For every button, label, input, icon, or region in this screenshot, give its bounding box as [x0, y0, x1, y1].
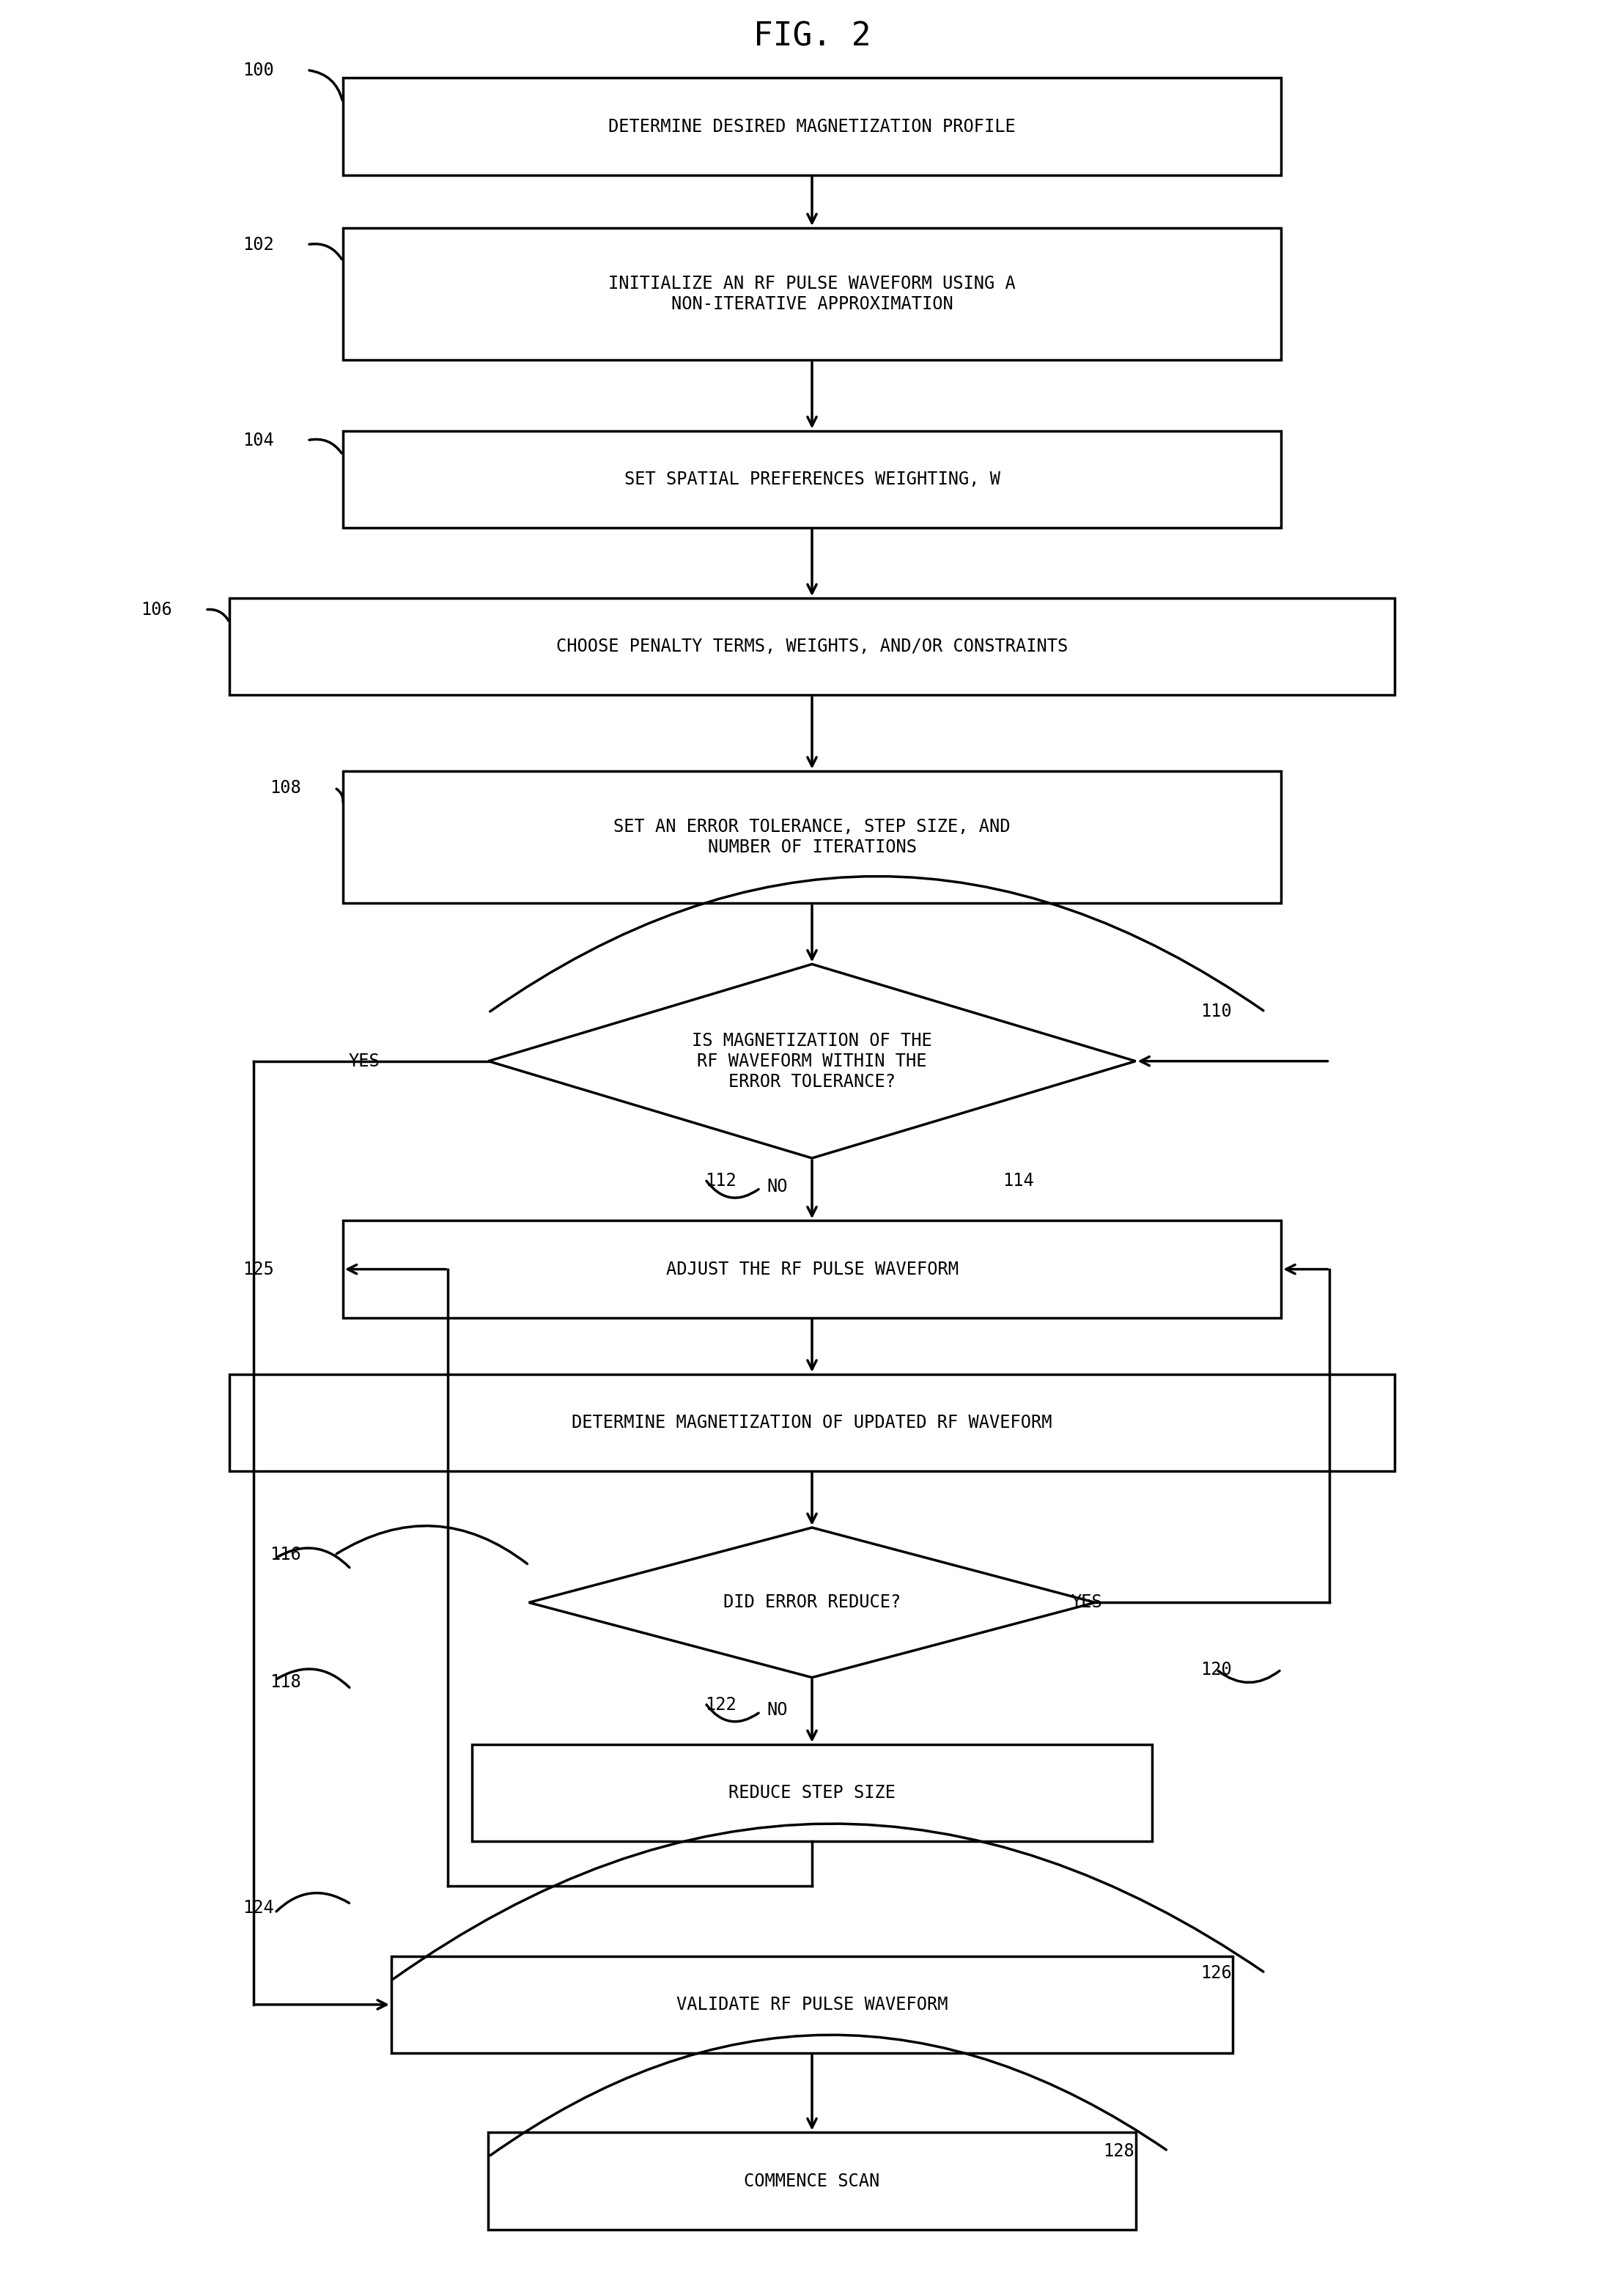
- Text: FIG. 2: FIG. 2: [754, 21, 870, 52]
- Text: YES: YES: [1070, 1594, 1103, 1610]
- Text: 116: 116: [270, 1547, 302, 1565]
- FancyBboxPatch shape: [489, 2133, 1135, 2229]
- Text: CHOOSE PENALTY TERMS, WEIGHTS, AND/OR CONSTRAINTS: CHOOSE PENALTY TERMS, WEIGHTS, AND/OR CO…: [555, 639, 1069, 655]
- FancyBboxPatch shape: [343, 1220, 1281, 1318]
- Text: 124: 124: [242, 1898, 274, 1916]
- Text: YES: YES: [349, 1052, 380, 1070]
- Text: 125: 125: [242, 1261, 274, 1277]
- Text: 100: 100: [242, 62, 274, 80]
- Text: 126: 126: [1200, 1964, 1231, 1982]
- FancyBboxPatch shape: [473, 1745, 1151, 1841]
- FancyBboxPatch shape: [343, 771, 1281, 903]
- Text: 110: 110: [1200, 1004, 1231, 1020]
- Text: 112: 112: [705, 1172, 737, 1191]
- FancyBboxPatch shape: [343, 228, 1281, 360]
- Text: 128: 128: [1103, 2142, 1135, 2160]
- Text: 118: 118: [270, 1672, 302, 1690]
- Polygon shape: [489, 965, 1135, 1159]
- Text: DID ERROR REDUCE?: DID ERROR REDUCE?: [723, 1594, 901, 1610]
- Text: ADJUST THE RF PULSE WAVEFORM: ADJUST THE RF PULSE WAVEFORM: [666, 1261, 958, 1277]
- Text: DETERMINE MAGNETIZATION OF UPDATED RF WAVEFORM: DETERMINE MAGNETIZATION OF UPDATED RF WA…: [572, 1414, 1052, 1432]
- Text: DETERMINE DESIRED MAGNETIZATION PROFILE: DETERMINE DESIRED MAGNETIZATION PROFILE: [609, 119, 1015, 135]
- Text: REDUCE STEP SIZE: REDUCE STEP SIZE: [729, 1784, 895, 1802]
- Text: NO: NO: [767, 1177, 788, 1195]
- Polygon shape: [529, 1528, 1095, 1677]
- Text: IS MAGNETIZATION OF THE
RF WAVEFORM WITHIN THE
ERROR TOLERANCE?: IS MAGNETIZATION OF THE RF WAVEFORM WITH…: [692, 1031, 932, 1090]
- Text: 120: 120: [1200, 1661, 1231, 1679]
- Text: 108: 108: [270, 780, 302, 796]
- Text: 122: 122: [705, 1697, 737, 1713]
- Text: 102: 102: [242, 235, 274, 253]
- FancyBboxPatch shape: [229, 598, 1395, 696]
- Text: 106: 106: [141, 600, 172, 618]
- Text: NO: NO: [767, 1702, 788, 1720]
- Text: COMMENCE SCAN: COMMENCE SCAN: [744, 2172, 880, 2190]
- Text: 114: 114: [1004, 1172, 1034, 1191]
- FancyBboxPatch shape: [391, 1957, 1233, 2053]
- FancyBboxPatch shape: [229, 1373, 1395, 1471]
- Text: INITIALIZE AN RF PULSE WAVEFORM USING A
NON-ITERATIVE APPROXIMATION: INITIALIZE AN RF PULSE WAVEFORM USING A …: [609, 276, 1015, 312]
- FancyBboxPatch shape: [343, 78, 1281, 176]
- FancyBboxPatch shape: [343, 431, 1281, 527]
- Text: VALIDATE RF PULSE WAVEFORM: VALIDATE RF PULSE WAVEFORM: [676, 1996, 948, 2014]
- Text: 104: 104: [242, 431, 274, 449]
- Text: SET SPATIAL PREFERENCES WEIGHTING, W: SET SPATIAL PREFERENCES WEIGHTING, W: [624, 470, 1000, 488]
- Text: SET AN ERROR TOLERANCE, STEP SIZE, AND
NUMBER OF ITERATIONS: SET AN ERROR TOLERANCE, STEP SIZE, AND N…: [614, 819, 1010, 855]
